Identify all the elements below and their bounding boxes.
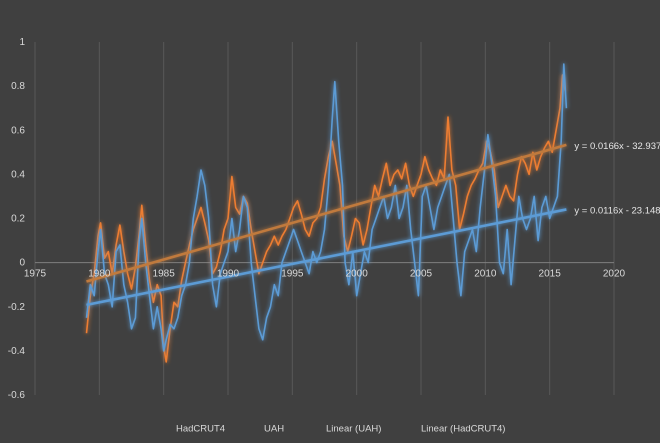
legend-label-1[interactable]: UAH (264, 424, 284, 435)
trendlines-group (86, 143, 567, 307)
legend-label-2[interactable]: Linear (UAH) (326, 424, 381, 435)
y-tick-label: 1 (19, 37, 25, 48)
series-group (85, 63, 568, 363)
tick-labels: 1 0.8 0.6 0.4 0.2 0 -0.2 -0.4 -0.6 1975 1980 1985 19… (8, 37, 660, 401)
x-tick-label: 1990 (217, 269, 240, 280)
x-tick-label: 1995 (281, 269, 304, 280)
x-tick-label: 2010 (474, 269, 497, 280)
y-tick-label: -0.2 (8, 302, 26, 313)
axes (34, 42, 614, 395)
y-tick-label: 0.2 (11, 214, 25, 225)
trendline-uah (86, 208, 567, 307)
x-tick-label: 2000 (346, 269, 369, 280)
trend-equation-hadcrut4: y = 0.0166x - 32.937 (574, 141, 660, 152)
y-tick-label: 0.8 (11, 81, 25, 92)
y-tick-label: 0.6 (11, 125, 25, 136)
legend[interactable]: HadCRUT4 UAH Linear (UAH) Linear (HadCRUT4) (148, 424, 505, 435)
x-tick-label: 1975 (24, 269, 47, 280)
y-tick-label: -0.6 (8, 390, 26, 401)
trend-equation-uah: y = 0.0116x - 23.148 (574, 205, 660, 216)
trendline-hadcrut4 (86, 143, 567, 283)
y-tick-label: 0.4 (11, 169, 25, 180)
x-tick-label: 2015 (539, 269, 562, 280)
y-tick-label: -0.4 (8, 346, 26, 357)
x-tick-label: 2005 (410, 269, 433, 280)
x-tick-label: 1985 (153, 269, 176, 280)
series-line-uah (85, 63, 568, 352)
y-tick-label: 0 (19, 258, 25, 269)
legend-label-3[interactable]: Linear (HadCRUT4) (421, 424, 505, 435)
x-tick-label: 2020 (603, 269, 626, 280)
legend-label-0[interactable]: HadCRUT4 (176, 424, 225, 435)
x-tick-label: 1980 (88, 269, 111, 280)
